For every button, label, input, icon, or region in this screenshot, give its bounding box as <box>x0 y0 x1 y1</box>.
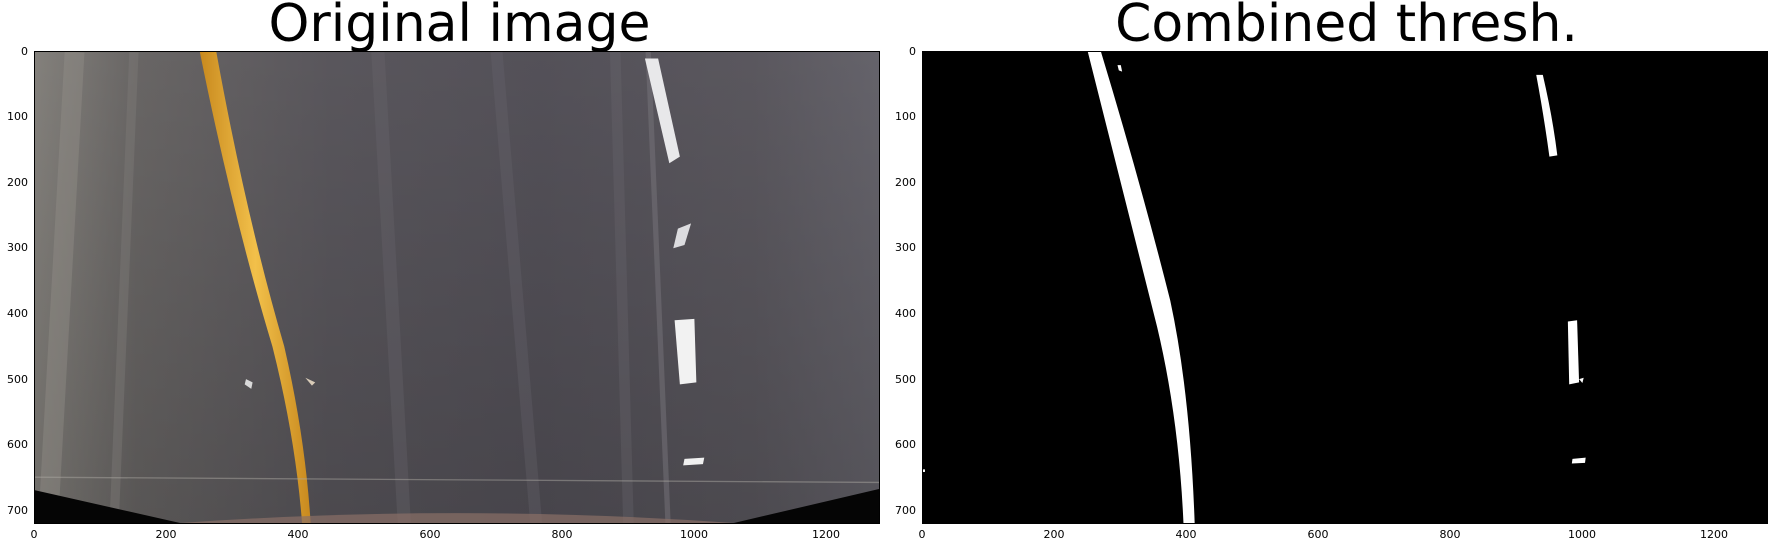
y-tick-label: 400 <box>895 307 916 320</box>
white-lane-dash <box>644 58 680 164</box>
x-tick-label: 1200 <box>812 528 840 541</box>
x-tick-label: 400 <box>1175 528 1197 541</box>
y-tick-label: 600 <box>7 438 28 451</box>
y-tick-label: 300 <box>895 241 916 254</box>
panel-title-threshold: Combined thresh. <box>1115 0 1578 54</box>
warp-corner-right <box>733 488 879 523</box>
right-lane-mask <box>1536 74 1558 157</box>
original-image-graphic <box>35 52 879 523</box>
x-tick-label: 600 <box>419 528 441 541</box>
y-tick-label: 500 <box>895 373 916 386</box>
y-tick-label: 700 <box>895 504 916 517</box>
x-tick-label: 800 <box>551 528 573 541</box>
x-tick-label: 1200 <box>1700 528 1728 541</box>
y-tick-label: 100 <box>7 110 28 123</box>
y-tick-label: 200 <box>895 176 916 189</box>
x-tick-label: 800 <box>1439 528 1461 541</box>
y-tick-label: 100 <box>895 110 916 123</box>
combined-threshold-image <box>922 51 1768 524</box>
x-tick-label: 200 <box>155 528 177 541</box>
threshold-image-panel: Combined thresh. 0 100 200 300 400 500 6… <box>885 0 1771 549</box>
threshold-image-graphic <box>923 52 1767 523</box>
original-image-panel: Original image <box>0 0 885 549</box>
y-tick-label: 500 <box>7 373 28 386</box>
y-tick-label: 300 <box>7 241 28 254</box>
mask-background <box>923 52 1767 523</box>
yellow-lane-line <box>199 52 311 523</box>
x-tick-label: 1000 <box>680 528 708 541</box>
x-tick-label: 200 <box>1043 528 1065 541</box>
y-tick-label: 200 <box>7 176 28 189</box>
y-tick-label: 0 <box>21 45 28 58</box>
y-tick-label: 700 <box>7 504 28 517</box>
x-tick-label: 400 <box>287 528 309 541</box>
x-tick-label: 0 <box>918 528 926 541</box>
y-tick-label: 400 <box>7 307 28 320</box>
x-tick-label: 1000 <box>1568 528 1596 541</box>
panel-title-original: Original image <box>268 0 651 54</box>
x-tick-label: 600 <box>1307 528 1329 541</box>
x-tick-label: 0 <box>30 528 38 541</box>
left-lane-mask <box>1087 52 1195 523</box>
y-tick-label: 0 <box>909 45 916 58</box>
y-tick-label: 600 <box>895 438 916 451</box>
road-original-image <box>34 51 880 524</box>
